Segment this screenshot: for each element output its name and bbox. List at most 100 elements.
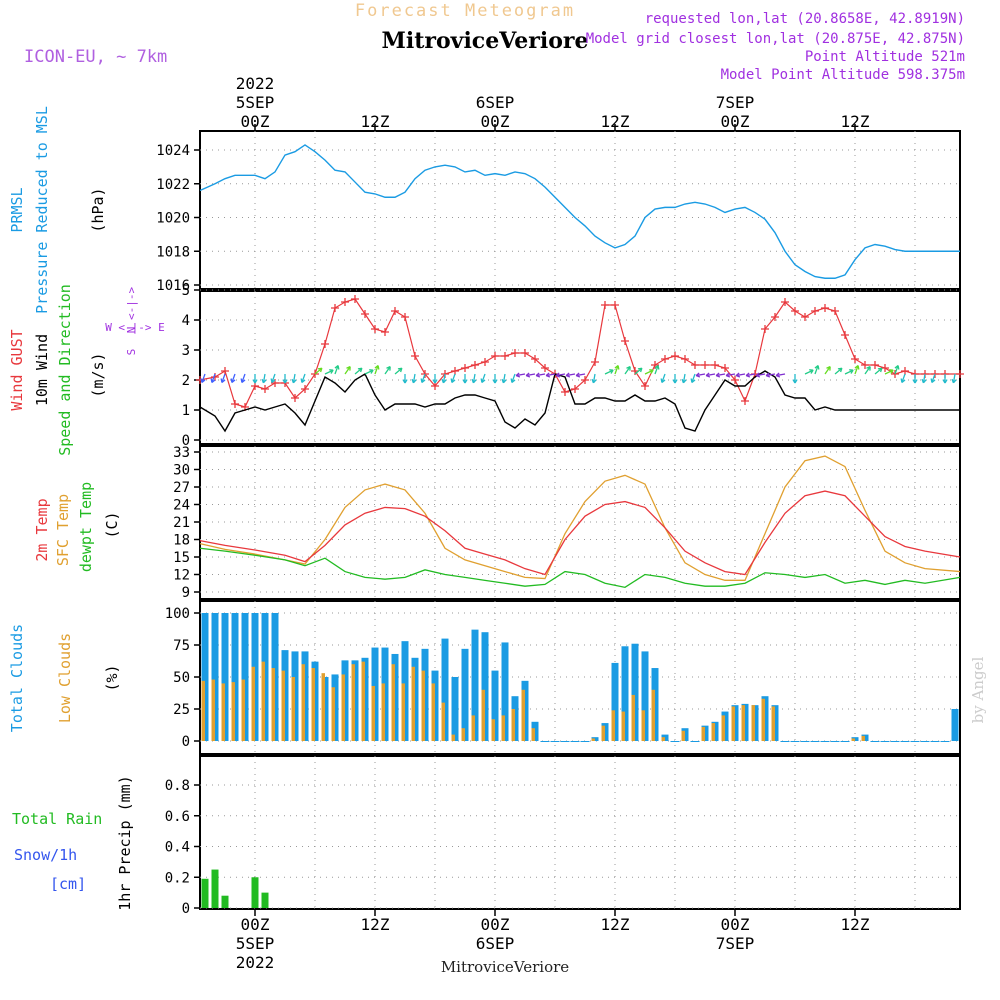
- wind-arrow-shaft: [292, 373, 296, 383]
- top-axis-label: 2022: [236, 74, 275, 93]
- wind-arrow-shaft: [952, 373, 956, 383]
- temperature-ytick-label: 18: [173, 533, 190, 549]
- wind-arrow-head: [575, 372, 581, 378]
- wind-arrow-head: [374, 365, 380, 370]
- panel-wind: 0 1 2 3 4 5: [182, 283, 961, 449]
- wind-direction-arrow: [300, 373, 306, 383]
- wind-ytick-label: 0: [182, 433, 190, 449]
- wind-gust-marker: [851, 355, 859, 363]
- wind-arrow-shaft: [354, 367, 363, 375]
- total-cloud-bar: [211, 613, 219, 741]
- wind-arrow-head: [889, 369, 894, 374]
- wind-arrow-head: [357, 367, 363, 373]
- wind-direction-arrow: [942, 374, 948, 384]
- wind-direction-arrow: [402, 374, 408, 384]
- wind-direction-arrow: [725, 372, 736, 378]
- footer-station-name: MitroviceVeriore: [441, 958, 569, 976]
- wind-arrow-head: [282, 379, 288, 384]
- wind-ytick-label: 2: [182, 373, 190, 389]
- low-cloud-bar: [431, 683, 435, 741]
- low-cloud-bar: [421, 670, 425, 741]
- wind-gust-marker: [781, 298, 789, 306]
- wind-direction-arrow: [705, 372, 716, 378]
- closest-point: Model grid closest lon,lat (20.875E, 42.…: [586, 31, 965, 47]
- wind-gust-marker: [956, 370, 964, 378]
- wind-direction-arrow: [394, 367, 403, 375]
- total-cloud-bar: [621, 646, 629, 741]
- bottom-axis-label: 2022: [236, 953, 275, 972]
- wind-arrow-shaft: [516, 373, 526, 377]
- wind-gust-marker: [681, 355, 689, 363]
- wind-arrow-shaft: [834, 367, 843, 375]
- rain-bar: [261, 892, 269, 908]
- wind-arrow-shaft: [536, 373, 546, 377]
- wind-arrow-shaft: [384, 366, 391, 375]
- wind-direction-arrow: [745, 372, 756, 378]
- wind-arrow-head: [270, 378, 276, 383]
- precipitation-ytick-label: 0.6: [165, 809, 190, 825]
- wind-arrow-head: [609, 369, 614, 374]
- wind-arrow-shaft: [894, 365, 899, 375]
- wind-direction-arrow: [775, 372, 786, 378]
- temp-unit: (C): [103, 511, 121, 538]
- low-cloud-bar: [381, 683, 385, 741]
- wind-arrow-head: [441, 378, 447, 384]
- top-axis-label: 00Z: [721, 112, 750, 131]
- wind-arrow-shaft: [566, 373, 576, 377]
- wind-direction-arrow: [900, 373, 906, 383]
- top-axis-label: 6SEP: [476, 93, 515, 112]
- wind-arrow-shaft: [526, 373, 536, 377]
- wind-arrow-head: [565, 372, 571, 378]
- low-cloud-bar: [261, 661, 265, 741]
- wind-arrow-head: [402, 379, 408, 384]
- wind-direction-arrow: [510, 373, 516, 383]
- low-cloud-bar: [591, 738, 595, 741]
- wind-arrow-shaft: [634, 367, 643, 375]
- low-cloud-bar: [391, 664, 395, 741]
- wind-arrow-shaft: [691, 373, 696, 383]
- wind-arrow-head: [261, 378, 267, 384]
- low-cloud-bar: [201, 680, 205, 741]
- wind-arrow-shaft: [451, 373, 456, 383]
- wind-arrow-head: [210, 378, 216, 383]
- wind-gust-marker: [711, 361, 719, 369]
- total-clouds-label: Total Clouds: [8, 624, 26, 732]
- bottom-axis-label: 00Z: [241, 915, 270, 934]
- bottom-axis-label: 00Z: [721, 915, 750, 934]
- wind-arrow-shaft: [726, 373, 736, 377]
- low-cloud-bar: [701, 726, 705, 741]
- low-cloud-bar: [291, 677, 295, 741]
- wind-direction-arrow: [604, 369, 614, 375]
- wind-arrow-head: [930, 378, 936, 383]
- wind-direction-arrow: [374, 365, 380, 375]
- clouds-ytick-label: 0: [182, 734, 190, 750]
- clouds-unit: (%): [103, 664, 121, 691]
- wind-arrow-head: [705, 372, 711, 378]
- wind-arrow-shaft: [736, 373, 746, 377]
- wind-gust-marker: [741, 397, 749, 405]
- low-cloud-bar: [681, 730, 685, 741]
- wind-arrow-head: [735, 372, 741, 378]
- rain-bar: [251, 877, 259, 908]
- wind-arrow-head: [854, 365, 860, 370]
- wind-arrow-shaft: [746, 373, 756, 377]
- bottom-axis-label: 5SEP: [236, 934, 275, 953]
- wind-arrow-shaft: [262, 373, 266, 383]
- wind-direction-arrow: [432, 374, 438, 384]
- wind-direction-arrow: [755, 372, 766, 378]
- low-cloud-bar: [481, 689, 485, 741]
- wind-direction-arrow: [854, 365, 860, 375]
- wind-gust-marker: [811, 307, 819, 315]
- top-axis-label: 12Z: [361, 112, 390, 131]
- wind-arrow-shaft: [814, 365, 819, 375]
- wind-gust-marker: [411, 352, 419, 360]
- clouds-ytick-label: 100: [165, 606, 190, 622]
- wind-arrow-shaft: [901, 373, 906, 383]
- wind-arrow-head: [775, 372, 781, 378]
- wind-direction-arrow: [324, 369, 334, 375]
- wind-arrow-head: [555, 372, 561, 378]
- wind-arrow-shaft: [824, 366, 831, 375]
- temperature-ytick-label: 27: [173, 480, 190, 496]
- wind-arrow-head: [200, 378, 206, 383]
- wind-gust-marker: [501, 352, 509, 360]
